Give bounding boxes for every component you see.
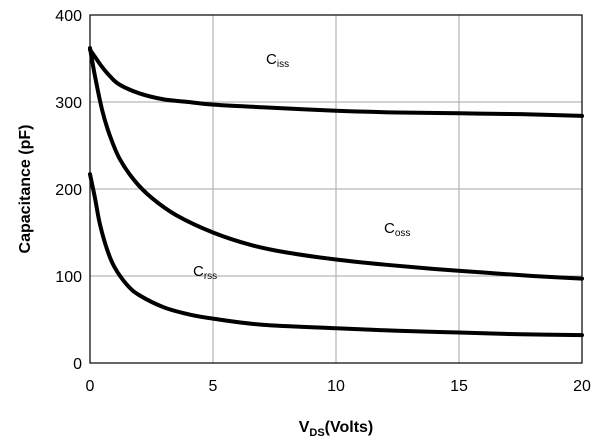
series-label-coss: Coss	[384, 220, 410, 239]
x-axis-title: VDS(Volts)	[299, 419, 374, 439]
series-line-coss	[88, 46, 584, 281]
series-line-crss	[88, 172, 584, 338]
y-tick-label-0: 0	[73, 356, 82, 373]
x-tick-label-20: 20	[573, 378, 591, 395]
series-label-crss: Crss	[193, 263, 217, 282]
series-line-ciss	[88, 47, 584, 118]
grid-lines	[90, 15, 582, 363]
y-tick-label-100: 100	[55, 269, 82, 286]
x-tick-label-15: 15	[450, 378, 468, 395]
x-tick-label-10: 10	[327, 378, 345, 395]
plot-frame	[89, 14, 583, 364]
series-label-ciss: Ciss	[266, 51, 289, 70]
series-lines	[88, 46, 584, 338]
x-tick-labels: 0 5 10 15 20	[86, 378, 591, 395]
y-tick-label-400: 400	[55, 8, 82, 25]
y-tick-label-300: 300	[55, 95, 82, 112]
x-tick-label-0: 0	[86, 378, 95, 395]
x-tick-label-5: 5	[209, 378, 218, 395]
y-tick-label-200: 200	[55, 182, 82, 199]
y-axis-title: Capacitance (pF)	[17, 125, 34, 254]
y-tick-labels: 0 100 200 300 400	[55, 8, 82, 373]
